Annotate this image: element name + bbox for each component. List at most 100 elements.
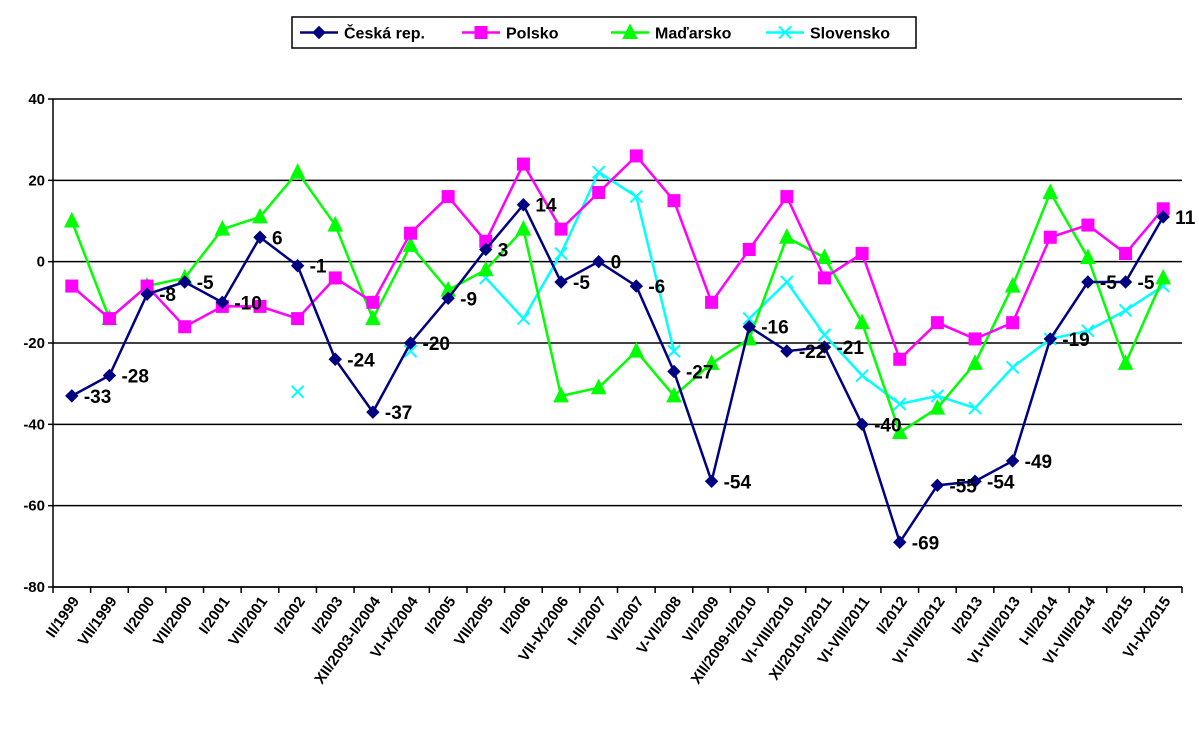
y-tick-label: 40 [28,91,45,108]
y-tick-label: -40 [23,416,45,433]
data-point [1080,248,1096,265]
data-point [779,228,795,244]
data-point [854,313,870,330]
data-point [1042,183,1059,200]
y-tick-label: -20 [23,335,45,352]
data-point [629,189,644,204]
data-point [817,340,832,354]
data-point [1006,316,1020,330]
y-tick-labels: 40 20 0 -20 -40 -60 -80 [23,91,45,596]
data-point [893,535,907,549]
x-tick-label: VII/2001 [225,594,271,650]
x-tick-label: I/2002 [271,594,309,638]
data-label: 14 [535,196,557,217]
data-point [590,378,607,395]
data-point [479,242,493,257]
data-label: -49 [1025,452,1052,473]
legend-item: Slovensko [766,26,890,43]
data-point [628,342,645,358]
data-point [290,385,305,399]
data-label: -28 [121,367,148,388]
data-point [441,190,455,204]
data-point [1117,354,1134,370]
legend-marker [778,25,792,40]
data-point [893,397,907,411]
data-point [780,344,794,358]
data-point [742,311,756,326]
x-tick-label: I/2013 [948,594,986,638]
data-point [327,215,344,232]
data-point [554,246,568,261]
data-point [704,474,719,488]
data-point [929,398,946,415]
data-point [291,312,305,326]
data-point [1081,324,1095,338]
legend-label: Maďarsko [655,26,732,43]
series-line [484,170,1164,410]
data-label: -33 [84,387,111,408]
data-point [1156,210,1170,224]
data-point [65,389,79,403]
data-point [817,328,832,342]
data-point [855,247,869,261]
data-point [591,254,606,269]
y-tick-label: 20 [28,172,45,189]
data-point [553,386,569,403]
y-tick-label: -80 [23,579,45,596]
data-label: -16 [761,318,788,339]
data-point [1081,218,1095,232]
data-point [404,226,418,240]
data-point [968,332,982,346]
series-3 [290,165,1170,415]
data-label: -40 [874,415,901,436]
x-tick-label: I/2006 [497,594,535,638]
data-point [253,299,267,313]
x-tick-label: VII/1999 [75,594,121,650]
data-point [178,320,192,334]
data-label: -37 [385,403,412,424]
data-point [102,312,116,326]
data-label: -55 [949,476,977,497]
data-point [667,194,681,208]
data-point [780,275,794,289]
data-label: -5 [1138,273,1155,294]
data-point [742,320,756,334]
legend: Česká rep. Polsko Maďarsko Slovensko [291,16,917,49]
data-point [403,344,418,358]
x-tick-label: I/2000 [121,594,159,638]
data-point [780,190,794,204]
data-point [893,352,907,366]
data-point [1081,275,1095,289]
data-point [930,316,944,330]
data-point [1118,303,1133,318]
x-tick-label: VII/2000 [150,594,196,650]
data-point [178,275,192,289]
data-point [1119,247,1133,261]
data-point [1118,275,1133,289]
axes [48,98,1183,593]
data-point [1005,454,1020,468]
y-tick-label: -60 [23,498,45,515]
series-line [70,170,1165,435]
data-point [102,368,117,383]
data-point [891,423,908,439]
data-label: 3 [498,240,509,261]
data-point [705,295,719,309]
data-point [366,295,380,309]
data-point [289,163,306,179]
data-label: -24 [347,350,375,371]
data-point [403,336,418,350]
data-label: -21 [836,338,864,359]
data-point [554,275,568,289]
data-point [214,220,231,236]
legend-item: Maďarsko [611,23,732,43]
data-point [591,165,606,179]
data-point [554,222,568,236]
data-label: -5 [1100,273,1117,294]
data-label: 0 [611,253,622,274]
x-tick-label: I/2005 [422,594,460,638]
data-point [1005,360,1020,375]
data-point [742,242,756,256]
